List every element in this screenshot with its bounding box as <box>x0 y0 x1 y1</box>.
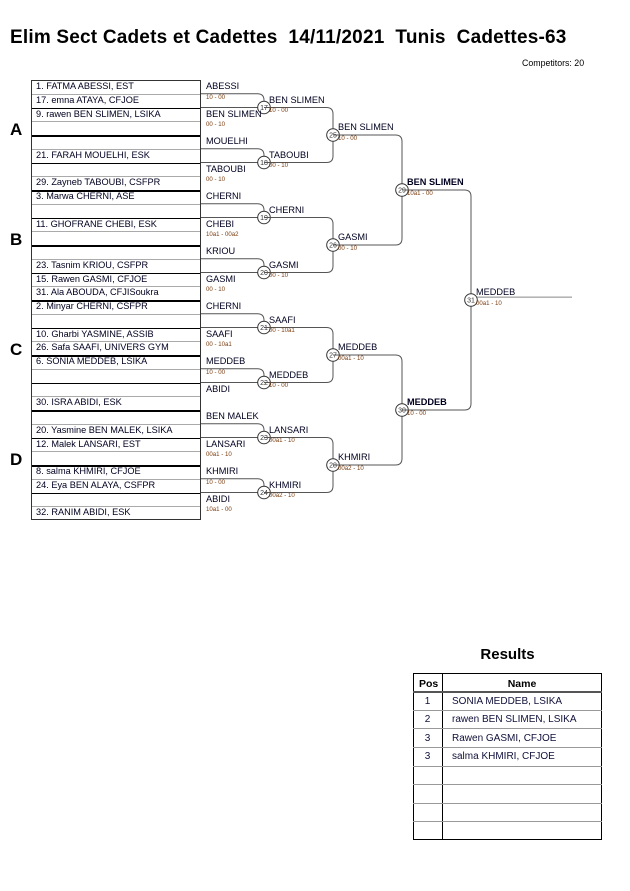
svg-text:25: 25 <box>329 133 337 140</box>
svg-text:20: 20 <box>260 270 268 277</box>
svg-text:30: 30 <box>398 408 406 415</box>
svg-text:31: 31 <box>467 298 475 305</box>
svg-text:18: 18 <box>260 160 268 167</box>
svg-text:29: 29 <box>398 188 406 195</box>
svg-text:22: 22 <box>260 380 268 387</box>
svg-text:19: 19 <box>260 215 268 222</box>
svg-text:27: 27 <box>329 353 337 360</box>
svg-text:24: 24 <box>260 490 268 497</box>
svg-text:26: 26 <box>329 243 337 250</box>
svg-text:21: 21 <box>260 325 268 332</box>
svg-text:28: 28 <box>329 463 337 470</box>
svg-text:23: 23 <box>260 435 268 442</box>
